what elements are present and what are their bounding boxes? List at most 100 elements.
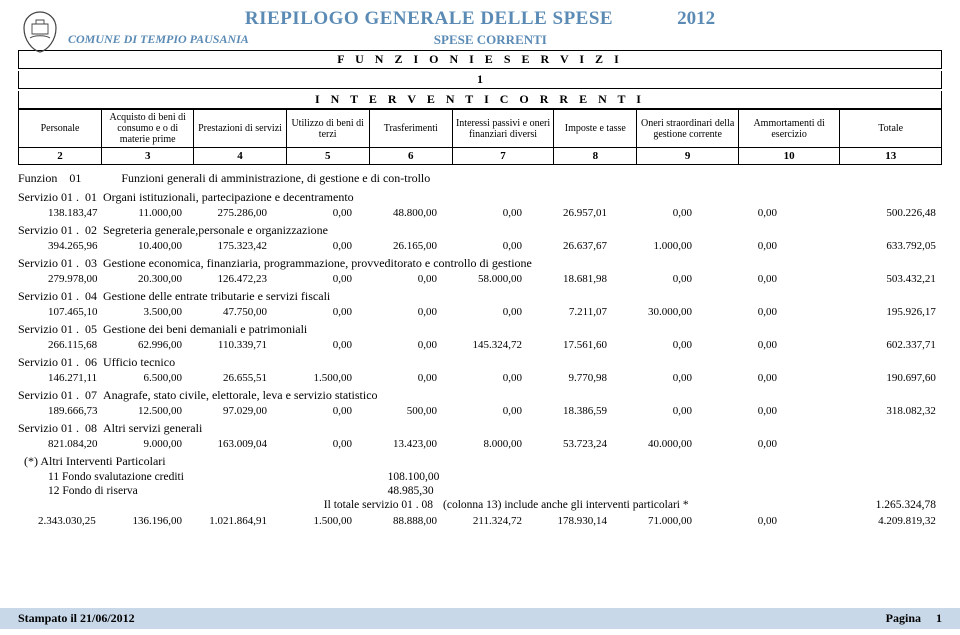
value-cell: 503.432,21 [868,273,942,285]
value-cell: 0,00 [613,372,698,384]
servizio-values: 138.183,4711.000,00275.286,00 0,00 48.800,… [18,207,942,219]
servizio-num: 08 [85,421,97,436]
col-num: 10 [738,148,840,165]
pagina-label: Pagina [886,611,921,625]
note-total: 1.265.324,78 [876,499,942,511]
value-cell: 500.226,48 [868,207,942,219]
extra-item: 12 Fondo di riserva48.985,30 [18,485,942,497]
funzione-label: Funzion [18,171,57,186]
year: 2012 [677,8,715,30]
value-cell: 3.500,00 [103,306,188,318]
col-num: 5 [286,148,369,165]
value-cell: 0,00 [273,405,358,417]
servizio-num: 02 [85,223,97,238]
value-cell: 0,00 [358,339,443,351]
value-cell: 62.996,00 [103,339,188,351]
col-num: 8 [554,148,637,165]
value-cell: 40.000,00 [613,438,698,450]
servizio-desc: Gestione economica, finanziaria, program… [103,256,532,271]
value-cell: 0,00 [613,405,698,417]
value-cell: 58.000,00 [443,273,528,285]
total-cell: 136.196,00 [103,515,188,527]
value-cell: 500,00 [358,405,443,417]
servizio-values: 394.265,9610.400,00175.323,420,0026.165,… [18,240,942,252]
total-cell: 1.021.864,91 [188,515,273,527]
servizio-pre: Servizio 01 . [18,256,79,271]
col-header: Trasferimenti [369,110,452,148]
value-cell: 30.000,00 [613,306,698,318]
value-cell: 13.423,00 [358,438,443,450]
value-cell: 190.697,60 [868,372,942,384]
value-cell: 0,00 [698,273,783,285]
value-cell: 0,00 [273,306,358,318]
col-num: 3 [102,148,194,165]
servizio-num: 01 [85,190,97,205]
servizio-values: 266.115,6862.996,00110.339,710,000,00145… [18,339,942,351]
servizio-block: Servizio 01 .05Gestione dei beni demania… [18,322,942,351]
servizio-block: Servizio 01 .08Altri servizi generali821… [18,421,942,450]
col-header: Totale [840,110,942,148]
value-cell: 0,00 [698,438,783,450]
col-header: Utilizzo di beni di terzi [286,110,369,148]
column-header-table: PersonaleAcquisto di beni di consumo e o… [18,109,942,165]
value-cell: 0,00 [613,273,698,285]
total-cell: 211.324,72 [443,515,528,527]
value-cell: 275.286,00 [188,207,273,219]
value-cell: 26.957,01 [528,207,613,219]
value-cell: 394.265,96 [18,240,103,252]
col-num: 4 [194,148,286,165]
value-cell [868,438,942,450]
interventi-box: I N T E R V E N T I C O R R E N T I [18,91,942,109]
value-cell: 47.750,00 [188,306,273,318]
note-left: Il totale servizio 01 . 08 [18,499,443,511]
funzioni-num-box: 1 [18,71,942,89]
value-cell: 195.926,17 [868,306,942,318]
servizio-num: 04 [85,289,97,304]
servizio-desc: Anagrafe, stato civile, elettorale, leva… [103,388,378,403]
value-cell: 18.681,98 [528,273,613,285]
value-cell: 189.666,73 [18,405,103,417]
total-cell: 0,00 [698,515,783,527]
page-footer: Stampato il 21/06/2012 Pagina 1 [0,608,960,629]
value-cell: 0,00 [443,405,528,417]
value-cell: 18.386,59 [528,405,613,417]
value-cell: 11.000,00 [103,207,188,219]
servizio-values: 279.978,0020.300,00126.472,230,000,0058.… [18,273,942,285]
value-cell: 0,00 [698,405,783,417]
funzione-num: 01 [69,171,81,186]
extra-val: 48.985,30 [388,485,573,497]
servizio-desc: Altri servizi generali [103,421,202,436]
servizio-num: 05 [85,322,97,337]
pagina-num: 1 [936,611,942,625]
note-right: (colonna 13) include anche gli intervent… [443,499,689,511]
col-num: 9 [637,148,739,165]
servizio-pre: Servizio 01 . [18,190,79,205]
value-cell: 97.029,00 [188,405,273,417]
value-cell: 17.561,60 [528,339,613,351]
value-cell: 602.337,71 [868,339,942,351]
comune-name: COMUNE DI TEMPIO PAUSANIA [18,32,434,48]
funzioni-box: F U N Z I O N I E S E R V I Z I [18,50,942,69]
servizio-block: Servizio 01 .01Organi istituzionali, par… [18,190,942,219]
servizio-block: Servizio 01 .03Gestione economica, finan… [18,256,942,285]
interventi-label: I N T E R V E N T I C O R R E N T I [315,92,645,106]
total-cell: 1.500,00 [273,515,358,527]
value-cell: 0,00 [698,207,783,219]
value-cell: 0,00 [273,273,358,285]
value-cell: 20.300,00 [103,273,188,285]
servizio-pre: Servizio 01 . [18,355,79,370]
value-cell: 138.183,47 [18,207,103,219]
value-cell: 48.800,00 [358,207,443,219]
col-header: Interessi passivi e oneri finanziari div… [452,110,554,148]
funzione-desc: Funzioni generali di amministrazione, di… [121,171,430,186]
value-cell: 0,00 [443,372,528,384]
value-cell: 26.637,67 [528,240,613,252]
value-cell: 6.500,00 [103,372,188,384]
value-cell: 10.400,00 [103,240,188,252]
value-cell: 53.723,24 [528,438,613,450]
servizio-num: 06 [85,355,97,370]
value-cell: 175.323,42 [188,240,273,252]
servizio-values: 146.271,116.500,0026.655,511.500,000,000… [18,372,942,384]
servizio-block: Servizio 01 .06Ufficio tecnico146.271,11… [18,355,942,384]
value-cell: 7.211,07 [528,306,613,318]
